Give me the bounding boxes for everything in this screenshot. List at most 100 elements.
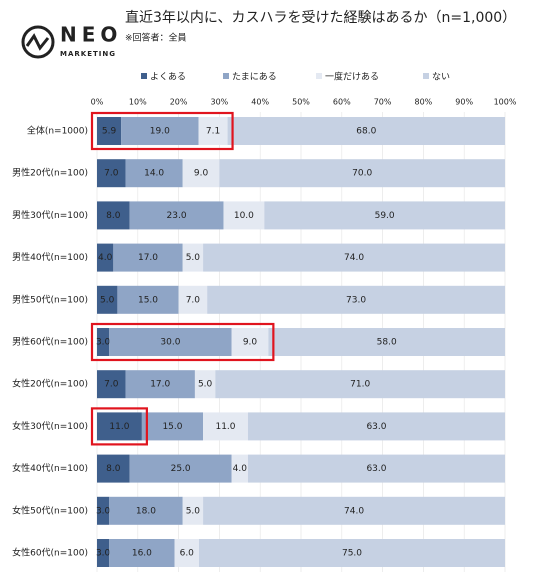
category-label: 男性20代(n=100) bbox=[12, 167, 88, 179]
value-label: 3.0 bbox=[96, 506, 111, 516]
logo-mark bbox=[25, 33, 50, 51]
value-label: 18.0 bbox=[136, 506, 156, 516]
highlight-frame bbox=[90, 322, 275, 362]
bar-segment bbox=[125, 370, 195, 399]
bar-segment bbox=[121, 117, 199, 145]
bar-segment bbox=[203, 243, 505, 272]
category-label: 女性20代(n=100) bbox=[12, 378, 88, 390]
bar-segment bbox=[113, 243, 183, 272]
bar-segment bbox=[178, 285, 208, 314]
logo: NEO MARKETING bbox=[21, 23, 122, 59]
bar-segment bbox=[182, 496, 204, 525]
bar-segment bbox=[125, 159, 183, 188]
value-label: 14.0 bbox=[144, 169, 164, 179]
x-tick-label: 50% bbox=[292, 98, 310, 107]
bar-segment bbox=[129, 454, 232, 483]
bar-segment bbox=[97, 370, 126, 399]
value-label: 3.0 bbox=[96, 338, 111, 348]
value-label: 7.0 bbox=[104, 380, 119, 390]
category-label: 男性40代(n=100) bbox=[12, 251, 88, 263]
value-label: 10.0 bbox=[234, 211, 254, 221]
brand-name: NEO bbox=[60, 23, 122, 47]
value-label: 5.0 bbox=[198, 380, 213, 390]
x-tick-label: 80% bbox=[415, 98, 433, 107]
bar-segment bbox=[97, 117, 122, 145]
value-label: 7.1 bbox=[206, 127, 220, 137]
bar-segment bbox=[109, 328, 232, 356]
value-label: 3.0 bbox=[96, 549, 111, 559]
legend-swatch bbox=[223, 73, 229, 79]
bar-segment bbox=[141, 412, 204, 441]
bar-segment bbox=[97, 539, 110, 567]
legend-swatch bbox=[316, 73, 322, 79]
value-label: 59.0 bbox=[375, 211, 395, 221]
highlight-frame bbox=[90, 407, 148, 446]
value-label: 9.0 bbox=[194, 169, 209, 179]
value-label: 8.0 bbox=[106, 211, 121, 221]
value-label: 5.9 bbox=[102, 127, 117, 137]
category-label: 全体(n=1000) bbox=[27, 125, 88, 137]
x-tick-label: 0% bbox=[91, 98, 104, 107]
x-tick-label: 30% bbox=[211, 98, 229, 107]
value-label: 73.0 bbox=[346, 295, 366, 305]
legend-swatch bbox=[141, 73, 147, 79]
value-label: 70.0 bbox=[352, 169, 372, 179]
bar-segment bbox=[109, 539, 175, 567]
bar-segment bbox=[97, 159, 126, 188]
bar-segment bbox=[194, 370, 216, 399]
legend-label: たまにある bbox=[232, 72, 277, 83]
value-label: 4.0 bbox=[98, 253, 113, 263]
value-label: 4.0 bbox=[233, 464, 248, 474]
value-label: 15.0 bbox=[162, 422, 182, 432]
bar-segment bbox=[182, 159, 220, 188]
x-tick-label: 20% bbox=[170, 98, 188, 107]
bar-segment bbox=[109, 496, 183, 525]
bar-segment bbox=[219, 159, 505, 188]
category-label: 女性50代(n=100) bbox=[12, 504, 88, 516]
bar-segment bbox=[215, 370, 505, 399]
value-label: 5.0 bbox=[100, 295, 115, 305]
logo-mark bbox=[21, 25, 55, 59]
bar-segment bbox=[199, 539, 505, 567]
chart-title: 直近3年以内に、カスハラを受けた経験はあるか（n=1,000） bbox=[125, 9, 516, 26]
value-label: 68.0 bbox=[356, 127, 376, 137]
value-label: 58.0 bbox=[377, 338, 397, 348]
value-label: 7.0 bbox=[186, 295, 201, 305]
bar-segment bbox=[97, 328, 110, 356]
bar-segment bbox=[97, 412, 142, 441]
bar-segment bbox=[203, 412, 248, 441]
value-label: 30.0 bbox=[160, 338, 180, 348]
bar-segment bbox=[207, 285, 505, 314]
value-label: 75.0 bbox=[342, 549, 362, 559]
value-label: 19.0 bbox=[150, 127, 170, 137]
value-label: 11.0 bbox=[215, 422, 235, 432]
category-label: 女性60代(n=100) bbox=[12, 547, 88, 559]
x-tick-label: 60% bbox=[333, 98, 351, 107]
value-label: 63.0 bbox=[366, 422, 386, 432]
x-tick-label: 10% bbox=[129, 98, 147, 107]
value-label: 15.0 bbox=[138, 295, 158, 305]
highlight-frame bbox=[90, 111, 234, 151]
x-tick-label: 90% bbox=[455, 98, 473, 107]
legend-label: 一度だけある bbox=[325, 71, 379, 83]
bar-segment bbox=[174, 539, 199, 567]
category-label: 男性60代(n=100) bbox=[12, 336, 88, 348]
bar-segment bbox=[247, 412, 505, 441]
bar-segment bbox=[231, 328, 269, 356]
legend-label: ない bbox=[432, 72, 450, 83]
bar-segment bbox=[182, 243, 204, 272]
legend-swatch bbox=[423, 73, 429, 79]
brand-sub: MARKETING bbox=[60, 50, 116, 58]
bar-segment bbox=[97, 496, 110, 525]
bar-segment bbox=[97, 285, 118, 314]
x-tick-label: 100% bbox=[494, 98, 517, 107]
bar-segment bbox=[231, 454, 248, 483]
value-label: 17.0 bbox=[150, 380, 170, 390]
value-label: 23.0 bbox=[167, 211, 187, 221]
bar-segment bbox=[117, 285, 179, 314]
value-label: 63.0 bbox=[366, 464, 386, 474]
bar-segment bbox=[97, 243, 114, 272]
bar-segment bbox=[129, 201, 224, 230]
bar-segment bbox=[97, 454, 130, 483]
bar-segment bbox=[227, 117, 505, 145]
